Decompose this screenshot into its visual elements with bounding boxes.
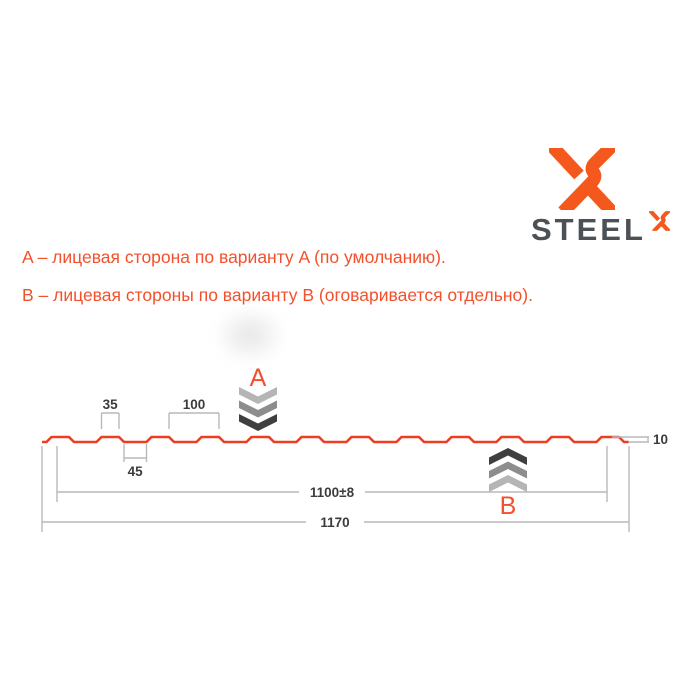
- dim-height-value: 10: [653, 432, 668, 447]
- marker-a-label: A: [250, 364, 267, 392]
- sheet-profile-outline: [42, 435, 629, 444]
- marker-b-label: B: [500, 492, 517, 520]
- dim-crest-top-value: 35: [103, 397, 119, 412]
- dim-pitch: 100: [168, 397, 220, 429]
- brand-sup-x-icon: [649, 211, 670, 231]
- steelx-wordmark: STEEL: [531, 213, 670, 245]
- dim-working-width-value: 1100±8: [310, 485, 355, 500]
- dim-valley: 45: [123, 444, 148, 479]
- dim-working-width: 1100±8: [56, 446, 608, 502]
- brand-text: STEEL: [531, 212, 646, 247]
- dim-total-width: 1170: [41, 446, 630, 532]
- profile-drawing: 35 100 45 10 1100±8 1170 A: [41, 364, 668, 532]
- chevron-up-icon: [489, 461, 527, 479]
- marker-b-chevrons-icon: [489, 448, 527, 492]
- dim-valley-value: 45: [128, 464, 144, 479]
- chevron-down-icon: [239, 414, 277, 431]
- smudge-artifact: [200, 295, 300, 375]
- dim-pitch-value: 100: [183, 397, 206, 412]
- note-variant-b: B – лицевая стороны по варианту B (огова…: [22, 285, 533, 305]
- note-variant-a: A – лицевая сторона по варианту A (по ум…: [22, 247, 446, 267]
- marker-a-chevrons-icon: [239, 387, 277, 431]
- dim-crest-top: 35: [100, 397, 120, 429]
- chevron-down-icon: [239, 387, 277, 404]
- dim-height: 10: [612, 432, 668, 447]
- chevron-up-icon: [489, 448, 527, 465]
- chevron-up-icon: [489, 475, 527, 492]
- dim-total-width-value: 1170: [320, 515, 349, 530]
- chevron-down-icon: [239, 400, 277, 418]
- steelx-logo-icon: [549, 148, 615, 210]
